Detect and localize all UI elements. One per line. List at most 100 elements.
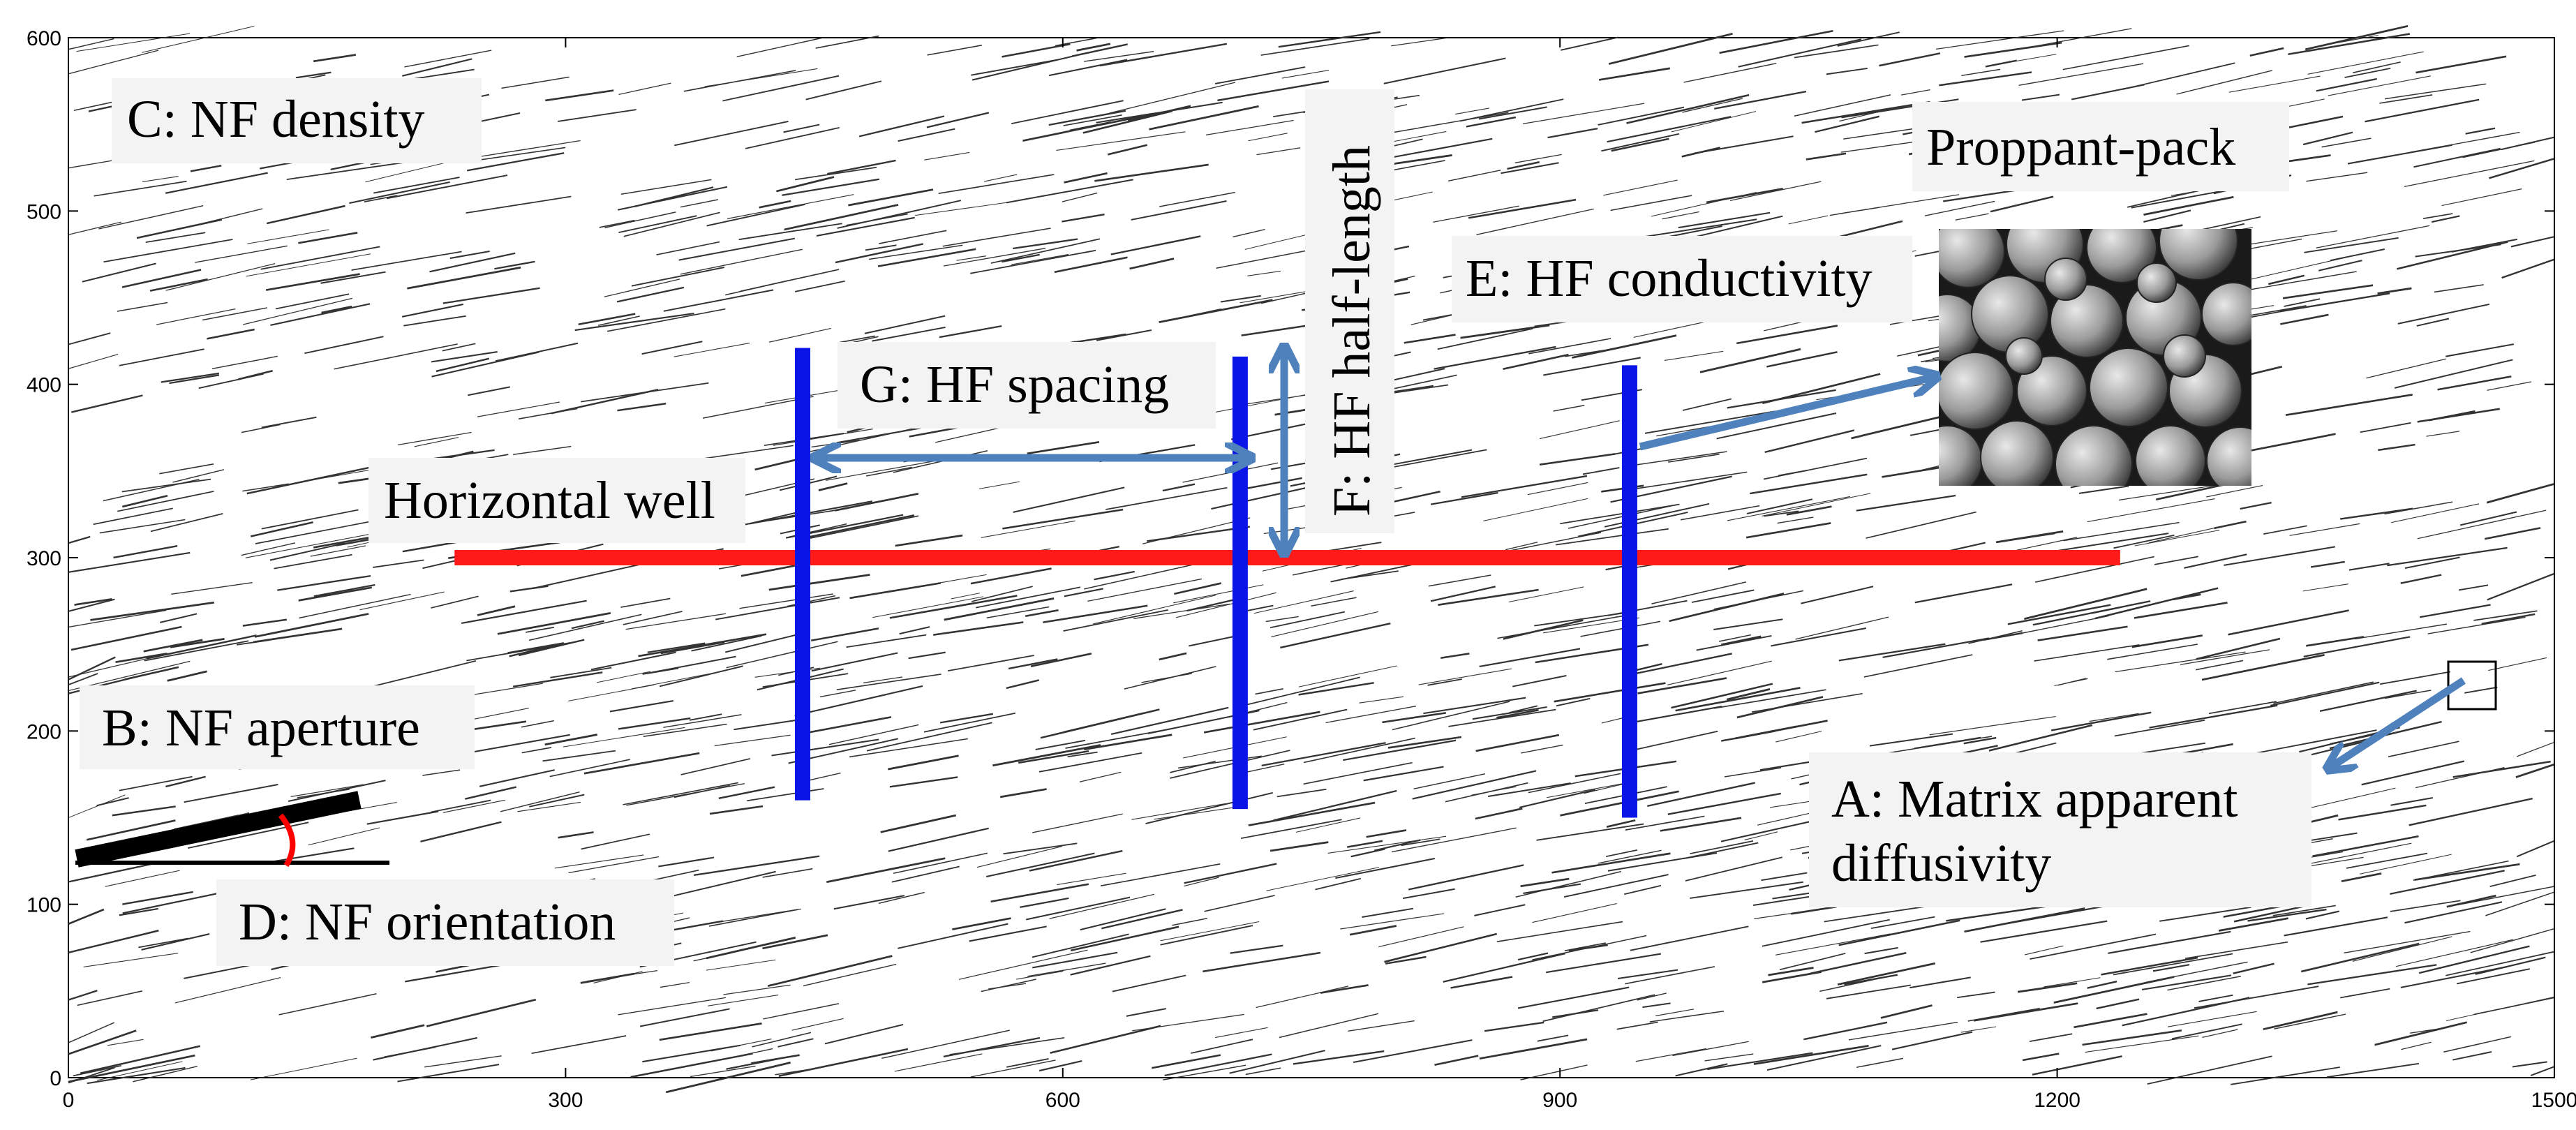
natural-fracture <box>142 176 179 183</box>
natural-fracture <box>828 724 919 745</box>
natural-fracture <box>2228 609 2349 636</box>
natural-fracture <box>2355 623 2448 640</box>
natural-fracture <box>77 990 143 1006</box>
natural-fracture <box>338 477 374 484</box>
natural-fracture <box>673 343 750 357</box>
natural-fracture <box>768 327 831 343</box>
natural-fracture <box>1693 135 1794 154</box>
natural-fracture <box>2305 24 2409 51</box>
natural-fracture <box>407 266 521 290</box>
natural-fracture <box>558 831 594 839</box>
natural-fracture <box>521 747 552 754</box>
natural-fracture <box>1631 706 1722 724</box>
natural-fracture <box>836 674 941 690</box>
natural-fracture <box>2488 657 2547 671</box>
natural-fracture <box>2273 681 2374 704</box>
natural-fracture <box>1474 904 1526 916</box>
natural-fracture <box>1071 43 1128 57</box>
natural-fracture <box>313 583 375 597</box>
natural-fracture <box>501 76 569 89</box>
natural-fracture <box>2445 343 2515 357</box>
natural-fracture <box>190 165 222 172</box>
natural-fracture <box>777 1038 814 1048</box>
natural-fracture <box>181 208 263 230</box>
natural-fracture <box>2401 1041 2432 1050</box>
natural-fracture <box>308 827 380 846</box>
natural-fracture <box>2390 900 2461 912</box>
natural-fracture <box>898 574 987 591</box>
natural-fracture <box>1512 675 1567 687</box>
natural-fracture <box>1126 1008 1166 1017</box>
natural-fracture <box>768 574 870 591</box>
natural-fracture <box>431 799 491 813</box>
natural-fracture <box>2002 615 2109 638</box>
natural-fracture <box>891 865 960 883</box>
natural-fracture <box>170 638 225 648</box>
natural-fracture <box>68 1066 115 1084</box>
y-tick-label: 200 <box>27 720 61 743</box>
natural-fracture <box>2417 510 2547 540</box>
natural-fracture <box>1729 181 1822 202</box>
natural-fracture <box>99 519 186 534</box>
natural-fracture <box>2481 613 2536 625</box>
natural-fracture <box>2171 1023 2242 1040</box>
natural-fracture <box>142 25 255 53</box>
natural-fracture <box>2414 863 2520 881</box>
natural-fracture <box>526 626 555 633</box>
natural-fracture <box>2284 298 2321 307</box>
x-axis: 0 300 600 900 1200 1500 <box>63 38 2576 1112</box>
natural-fracture <box>531 1035 627 1055</box>
natural-fracture <box>373 1036 478 1061</box>
natural-fracture <box>1229 1050 1325 1074</box>
natural-fracture <box>1660 817 1742 832</box>
natural-fracture <box>740 269 840 292</box>
natural-fracture <box>1295 817 1361 833</box>
natural-fracture <box>107 1039 144 1046</box>
natural-fracture <box>1133 603 1230 619</box>
natural-fracture <box>2228 75 2321 93</box>
natural-fracture <box>471 683 544 696</box>
natural-fracture <box>835 243 924 264</box>
natural-fracture <box>1777 516 1814 524</box>
natural-fracture <box>1217 80 1330 102</box>
natural-fracture <box>512 671 603 687</box>
natural-fracture <box>68 598 115 612</box>
natural-fracture <box>2134 530 2220 547</box>
natural-fracture <box>771 738 879 757</box>
natural-fracture <box>1685 856 1782 882</box>
natural-fracture <box>1998 533 2055 543</box>
natural-fracture <box>623 211 720 237</box>
natural-fracture <box>2288 33 2411 55</box>
natural-fracture <box>1261 742 1386 767</box>
natural-fracture <box>1335 858 1436 879</box>
natural-fracture <box>266 205 345 225</box>
natural-fracture <box>1246 676 1360 706</box>
natural-fracture <box>1479 648 1581 668</box>
natural-fracture <box>1753 1044 1869 1065</box>
natural-fracture <box>1450 976 1513 989</box>
natural-fracture <box>435 357 490 373</box>
natural-fracture <box>1362 907 1414 918</box>
natural-fracture <box>1220 295 1261 303</box>
natural-fracture <box>568 856 660 874</box>
natural-fracture <box>1611 137 1669 152</box>
natural-fracture <box>2446 894 2496 908</box>
natural-fracture <box>68 50 159 75</box>
natural-fracture <box>1189 634 1239 647</box>
natural-fracture <box>1079 771 1122 782</box>
natural-fracture <box>810 627 879 641</box>
natural-fracture <box>1018 750 1089 764</box>
natural-fracture <box>691 635 762 652</box>
natural-fracture <box>1347 840 1383 848</box>
natural-fracture <box>618 997 726 1016</box>
natural-fracture <box>2390 870 2505 895</box>
natural-fracture <box>1713 618 1783 631</box>
natural-fracture <box>1418 668 1512 685</box>
natural-fracture <box>2249 47 2284 57</box>
natural-fracture <box>1522 103 1645 124</box>
natural-fracture <box>848 188 934 207</box>
natural-fracture <box>1170 760 1216 773</box>
natural-fracture <box>1022 114 1149 142</box>
natural-fracture <box>943 248 1046 267</box>
natural-fracture <box>623 611 683 625</box>
